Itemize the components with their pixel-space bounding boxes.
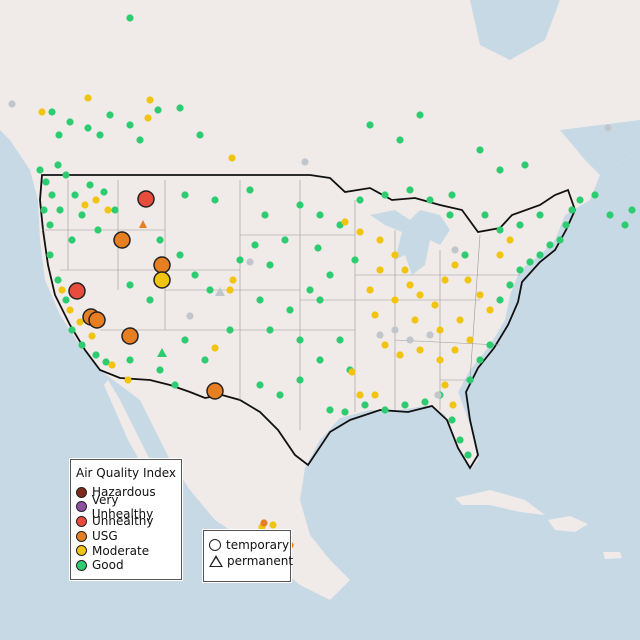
site-type-legend: temporary permanent xyxy=(203,530,294,582)
legend-label: Moderate xyxy=(92,543,150,558)
unhealthy-swatch-icon xyxy=(76,515,87,527)
legend-item-moderate: Moderate xyxy=(71,543,181,558)
northern-water xyxy=(470,0,560,60)
legend-label: Unhealthy xyxy=(92,514,154,529)
puerto-rico xyxy=(603,552,622,559)
legend-item-very-unhealthy: Very Unhealthy xyxy=(71,493,181,521)
usg-swatch-icon xyxy=(76,530,87,542)
legend-label: USG xyxy=(92,529,118,544)
cuba xyxy=(455,490,545,515)
legend-title: Air Quality Index xyxy=(75,466,177,480)
moderate-swatch-icon xyxy=(76,545,87,557)
legend-item-hazardous: Hazardous xyxy=(71,485,181,500)
hazardous-swatch-icon xyxy=(76,486,87,498)
legend-label: temporary xyxy=(226,538,290,552)
moderate-markers[interactable] xyxy=(38,94,514,531)
temporary-site-markers[interactable] xyxy=(68,190,224,400)
circle-icon xyxy=(209,539,221,551)
legend-item-usg: USG xyxy=(71,529,181,544)
aqi-legend: Air Quality Index Hazardous Very Unhealt… xyxy=(70,459,182,580)
legend-item-permanent: permanent xyxy=(204,553,294,569)
atlantic-northeast xyxy=(560,120,640,175)
legend-label: Very Unhealthy xyxy=(91,492,154,521)
good-markers[interactable] xyxy=(36,14,636,459)
us-border xyxy=(39,174,576,470)
great-lakes xyxy=(370,210,450,275)
gulf-of-mexico xyxy=(305,406,452,530)
permanent-site-markers[interactable] xyxy=(139,220,225,357)
legend-label: permanent xyxy=(227,554,294,568)
legend-item-unhealthy: Unhealthy xyxy=(71,514,181,529)
hispaniola xyxy=(548,516,588,532)
legend-label: Good xyxy=(92,558,124,573)
good-swatch-icon xyxy=(76,559,87,571)
legend-label: Hazardous xyxy=(92,485,156,500)
legend-item-good: Good xyxy=(71,558,181,573)
legend-item-temporary: temporary xyxy=(204,537,290,553)
triangle-icon xyxy=(209,555,223,567)
very-unhealthy-swatch-icon xyxy=(76,501,87,513)
